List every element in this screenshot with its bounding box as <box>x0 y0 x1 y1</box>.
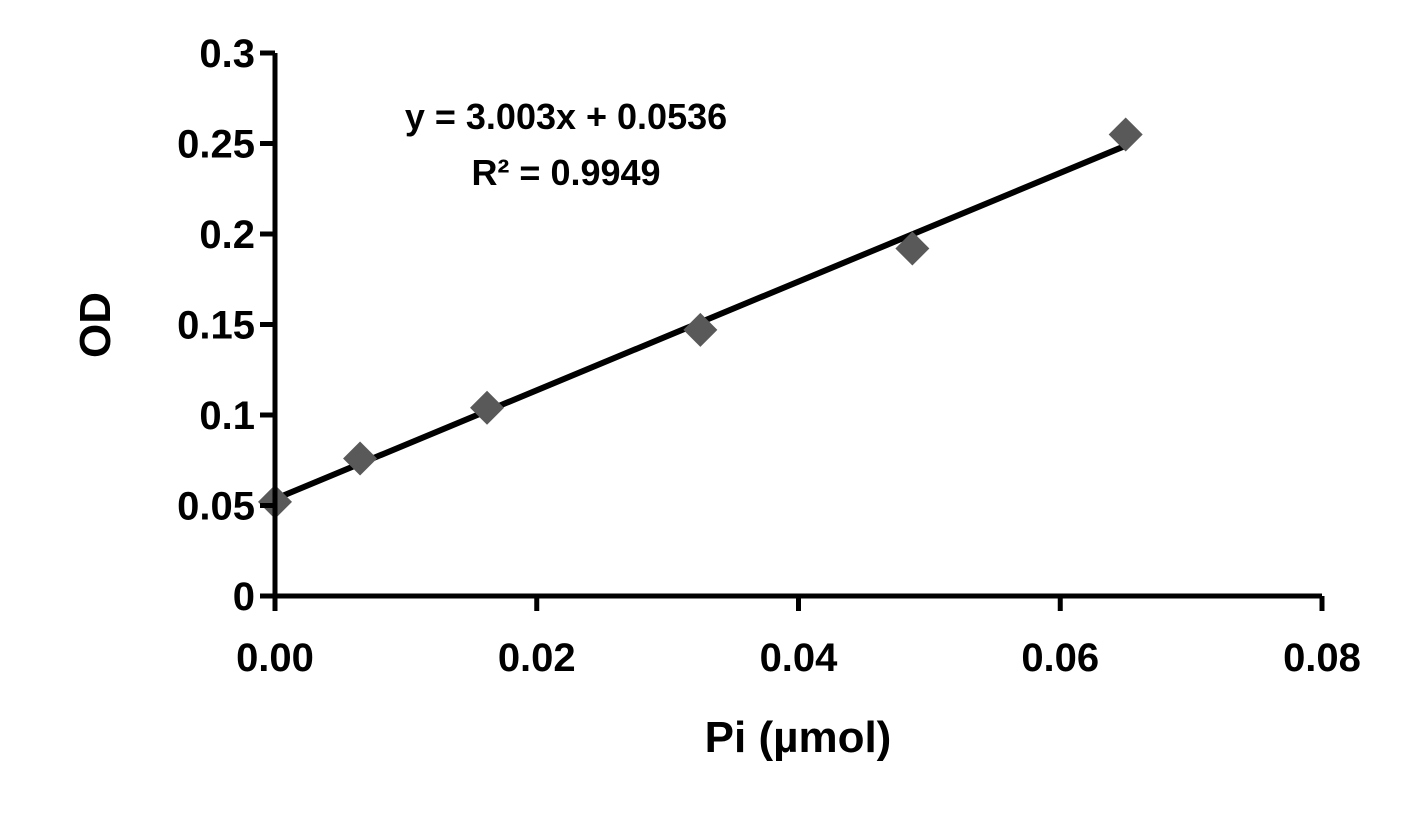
x-tick-label: 0.04 <box>760 636 839 680</box>
x-tick-label: 0.06 <box>1021 636 1099 680</box>
x-axis-ticks: 0.00 0.02 0.04 0.06 0.08 <box>236 596 1361 680</box>
x-tick-label: 0.08 <box>1283 636 1361 680</box>
axes: 00.050.10.150.20.250.3 0.00 0.02 0.04 0.06 0… <box>177 32 1361 680</box>
x-axis-label: Pi (µmol) <box>705 713 892 762</box>
x-tick-label: 0.00 <box>236 636 314 680</box>
x-tick-label: 0.02 <box>498 636 576 680</box>
y-tick-label: 0.1 <box>199 394 255 438</box>
y-tick-label: 0.25 <box>177 123 255 167</box>
y-tick-label: 0 <box>233 575 255 619</box>
data-point <box>895 231 930 266</box>
data-points <box>258 117 1143 519</box>
y-tick-label: 0.15 <box>177 304 255 348</box>
data-point <box>470 390 505 425</box>
y-tick-label: 0.3 <box>199 32 255 76</box>
y-tick-label: 0.2 <box>199 213 255 257</box>
data-point <box>1108 117 1143 152</box>
y-axis-ticks: 0 0.05 0.1 0.15 0.2 0.25 0.3 <box>177 32 275 619</box>
trendline-equation: y = 3.003x + 0.0536 <box>405 96 727 137</box>
data-point <box>683 312 718 347</box>
y-axis-label: OD <box>71 292 120 358</box>
y-tick-label: 0.05 <box>177 485 255 529</box>
data-point <box>343 441 378 476</box>
r-squared-label: R² = 0.9949 <box>471 152 660 193</box>
